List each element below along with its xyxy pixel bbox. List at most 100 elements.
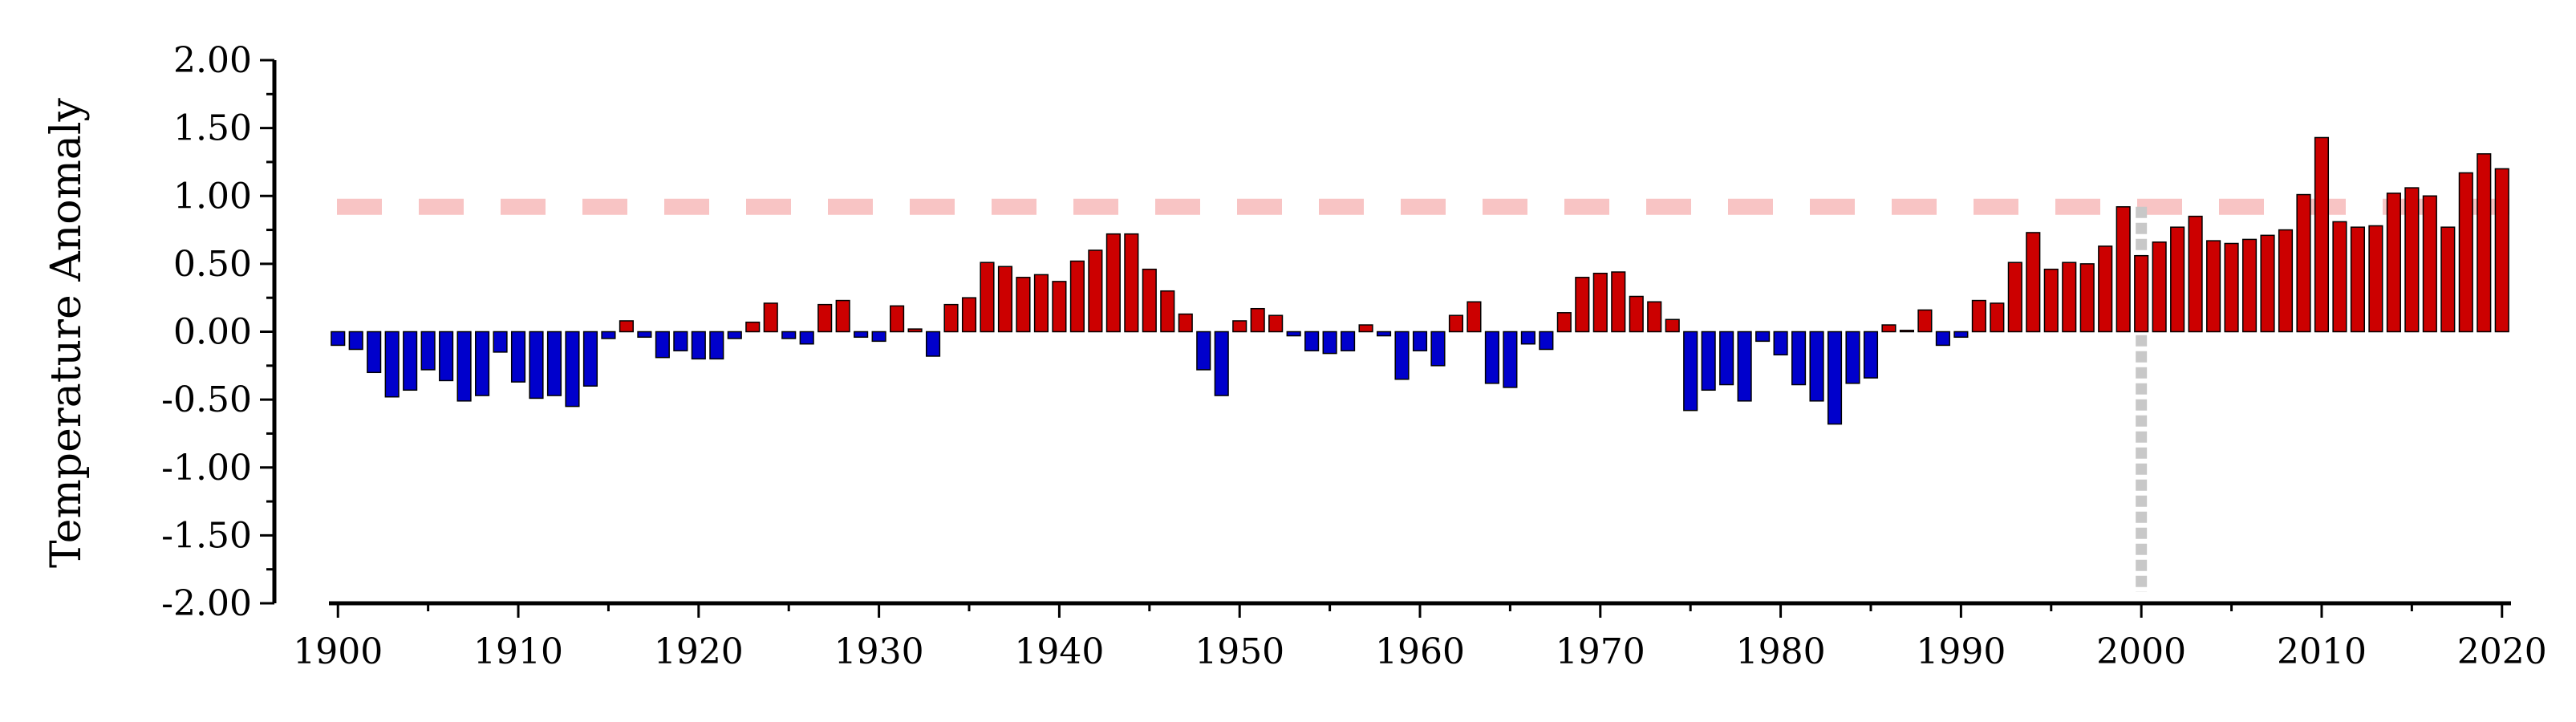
bar-2013 [2368,225,2383,333]
bar-2011 [2332,221,2347,333]
bar-1908 [475,331,490,396]
bar-1961 [1430,331,1446,367]
bar-1997 [2079,263,2095,333]
y-tick-label: 0.50 [173,244,252,285]
x-tick-label: 1920 [654,631,744,672]
bar-1986 [1881,324,1897,333]
bar-1941 [1069,260,1085,333]
y-tick-label: 1.50 [173,108,252,149]
bar-2005 [2224,242,2239,333]
bar-1940 [1052,281,1067,333]
bar-1902 [367,331,382,374]
y-tick-label: -2.00 [161,583,252,624]
bar-1981 [1791,331,1807,386]
bar-1924 [763,302,778,333]
bar-1977 [1719,331,1734,386]
bar-1962 [1448,314,1464,333]
bar-1980 [1773,331,1788,356]
x-tick-label: 1940 [1014,631,1104,672]
bar-1970 [1592,272,1608,333]
bar-2003 [2188,215,2203,333]
bar-1952 [1268,314,1284,333]
bar-1958 [1376,331,1392,337]
bar-1943 [1105,233,1121,333]
bar-1993 [2007,262,2022,333]
bar-2015 [2404,187,2420,333]
bar-1965 [1503,331,1518,388]
bar-2009 [2296,193,2311,333]
bar-1982 [1809,331,1824,402]
bar-2020 [2494,168,2509,333]
x-tick-label: 1910 [473,631,563,672]
axes-layer: 2.00 1.50 1.00 0.50 0.00 -0.50 -1.00 -1.50 -2.00… [161,40,2547,672]
bar-1909 [493,331,508,353]
bar-1928 [835,299,850,333]
bar-1987 [1899,330,1915,333]
bar-1978 [1737,331,1752,402]
bar-1934 [943,303,959,333]
bar-1984 [1845,331,1860,384]
bar-1912 [546,331,562,396]
bar-1998 [2098,245,2113,333]
bar-1921 [709,331,724,360]
x-tick-label: 2000 [2096,631,2186,672]
y-tick-label: 1.00 [173,176,252,217]
bar-1918 [655,331,670,359]
bar-1973 [1647,301,1662,333]
bar-1917 [637,331,652,339]
bar-1910 [510,331,526,383]
bar-1944 [1124,233,1139,333]
bar-1935 [961,297,977,333]
bar-1925 [781,331,797,339]
bar-2000 [2134,254,2149,333]
x-tick-label: 1970 [1556,631,1645,672]
bar-1969 [1575,277,1590,333]
x-tick-label: 1980 [1736,631,1826,672]
bar-1932 [907,328,923,333]
bar-1907 [456,331,472,402]
bar-1957 [1358,324,1373,333]
bar-1949 [1214,331,1229,396]
bar-1923 [745,321,761,333]
bar-1939 [1033,274,1049,333]
bar-1999 [2116,206,2131,333]
bar-1983 [1827,331,1843,425]
bar-1968 [1556,312,1572,333]
bar-1947 [1178,313,1193,333]
bar-1914 [582,331,598,387]
bar-1966 [1520,331,1535,345]
bar-1967 [1539,331,1554,351]
bar-2017 [2440,226,2456,333]
bar-1938 [1016,277,1031,333]
bar-1989 [1935,331,1950,347]
x-tick-label: 1960 [1375,631,1465,672]
bars-layer [331,136,2509,425]
y-tick-label: 2.00 [173,40,252,81]
bar-2004 [2206,240,2221,333]
bar-1905 [420,331,436,371]
bar-1963 [1466,301,1482,333]
y-tick-label: -0.50 [161,379,252,420]
bar-2010 [2314,136,2330,333]
bar-1964 [1484,331,1499,384]
bar-1920 [691,331,706,360]
bar-2014 [2386,193,2401,333]
bar-1900 [331,331,346,347]
y-tick-label: -1.00 [161,448,252,489]
bar-1979 [1755,331,1771,343]
bar-1956 [1341,331,1356,351]
bar-1946 [1160,290,1175,333]
bar-2018 [2458,172,2473,333]
x-tick-label: 2020 [2457,631,2547,672]
bar-1948 [1196,331,1211,371]
bar-1955 [1322,331,1337,355]
bar-1933 [925,331,941,357]
x-tick-label: 1950 [1195,631,1284,672]
bar-1971 [1611,271,1626,333]
bar-1913 [565,331,580,408]
bar-1937 [997,266,1013,333]
bar-1926 [799,331,814,345]
bar-1959 [1394,331,1410,380]
bar-1974 [1665,318,1680,333]
